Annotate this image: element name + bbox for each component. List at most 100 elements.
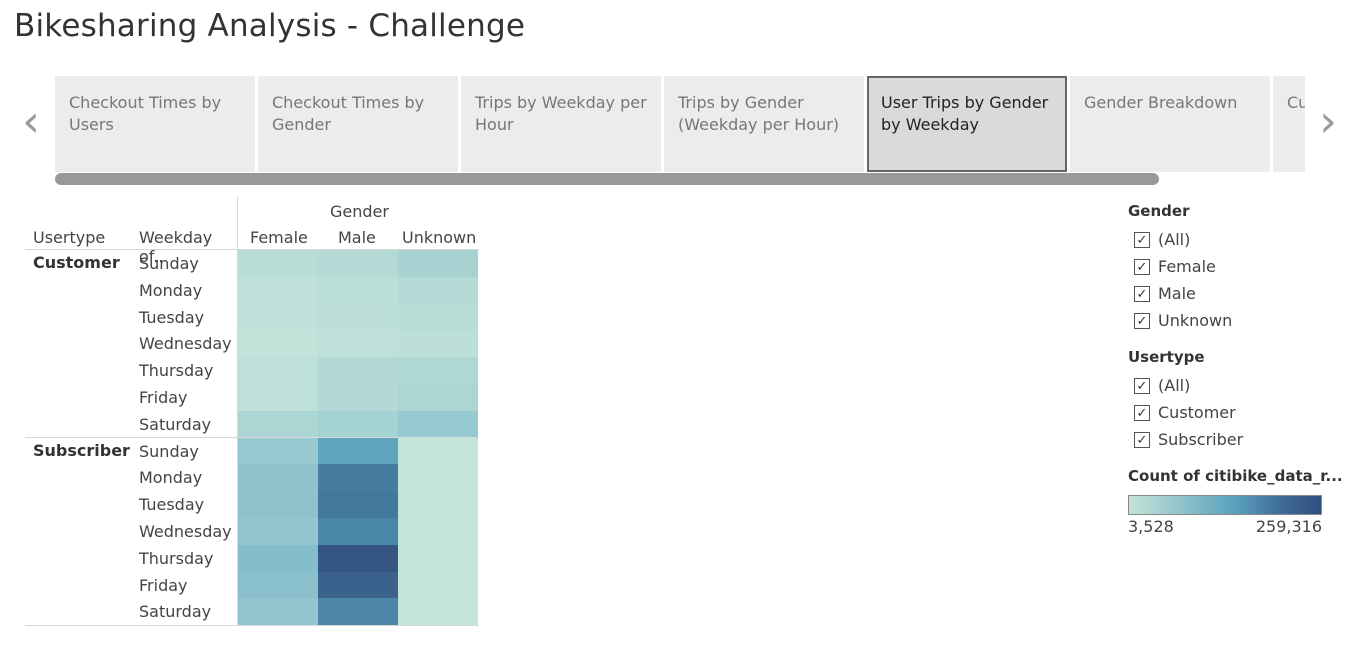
filter-option-label: Customer xyxy=(1158,403,1236,422)
legend-max-label: 259,316 xyxy=(1255,517,1322,536)
heatmap-cell[interactable] xyxy=(398,303,478,331)
column-header-male: Male xyxy=(338,228,376,247)
usertype-filter-option[interactable]: ✓ (All) xyxy=(1128,372,1343,399)
heatmap-cell[interactable] xyxy=(398,357,478,385)
filter-option-label: (All) xyxy=(1158,376,1191,395)
checkbox-checked-icon[interactable]: ✓ xyxy=(1134,258,1150,275)
heatmap-cell[interactable] xyxy=(398,464,478,492)
heatmap-cell[interactable] xyxy=(238,598,318,626)
heatmap-cell[interactable] xyxy=(398,544,478,573)
navigator-scrollbar[interactable] xyxy=(55,173,1159,185)
heatmap-cell[interactable] xyxy=(398,276,478,305)
weekday-label: Saturday xyxy=(139,414,212,434)
table-bottom-border xyxy=(25,625,479,627)
heatmap-cell[interactable] xyxy=(318,598,398,626)
gender-filter-option[interactable]: ✓ Female xyxy=(1128,253,1343,280)
row-header-weekday: Weekday of.. xyxy=(139,228,213,266)
weekday-label: Thursday xyxy=(139,548,214,568)
story-tab[interactable]: Trips by Weekday per Hour xyxy=(461,76,661,172)
heatmap-cell[interactable] xyxy=(318,384,398,412)
heatmap-cell[interactable] xyxy=(318,250,398,278)
heatmap-cell[interactable] xyxy=(238,491,318,519)
story-tab[interactable]: User Trips by Gender by Weekday xyxy=(867,76,1067,172)
heatmap-cell[interactable] xyxy=(238,544,318,573)
gender-filter-title: Gender xyxy=(1128,202,1190,220)
weekday-label: Saturday xyxy=(139,602,212,622)
filter-option-label: Male xyxy=(1158,284,1196,303)
filters-panel: Gender ✓ (All) ✓ Female ✓ Male ✓ Unknown Userty… xyxy=(1128,202,1343,536)
heatmap-cell[interactable] xyxy=(238,571,318,599)
heatmap-cell[interactable] xyxy=(238,410,318,439)
gender-filter-option[interactable]: ✓ Unknown xyxy=(1128,307,1343,334)
heatmap-cell[interactable] xyxy=(238,303,318,331)
heatmap-cell[interactable] xyxy=(238,384,318,412)
weekday-label: Friday xyxy=(139,575,188,595)
story-tab[interactable]: Checkout Times by Users xyxy=(55,76,255,172)
weekday-label: Sunday xyxy=(139,254,199,273)
heatmap-cell[interactable] xyxy=(238,357,318,385)
story-tab[interactable]: Checkout Times by Gender xyxy=(258,76,458,172)
heatmap-cell[interactable] xyxy=(318,491,398,519)
heatmap-cell[interactable] xyxy=(398,571,478,599)
gender-filter-option[interactable]: ✓ Male xyxy=(1128,280,1343,307)
weekday-label: Monday xyxy=(139,280,203,300)
heatmap-cell[interactable] xyxy=(398,491,478,519)
checkbox-checked-icon[interactable]: ✓ xyxy=(1134,404,1150,421)
checkbox-checked-icon[interactable]: ✓ xyxy=(1134,431,1150,448)
divider xyxy=(237,196,238,624)
heatmap-cell[interactable] xyxy=(318,276,398,305)
heatmap-cell[interactable] xyxy=(398,437,478,465)
group-divider xyxy=(25,249,479,250)
story-tab[interactable]: Gender Breakdown xyxy=(1070,76,1270,172)
weekday-label: Friday xyxy=(139,388,188,407)
heatmap-cell[interactable] xyxy=(318,330,398,358)
story-tab[interactable]: Trips by Gender (Weekday per Hour) xyxy=(664,76,864,172)
checkbox-checked-icon[interactable]: ✓ xyxy=(1134,285,1150,302)
heatmap-cell[interactable] xyxy=(398,330,478,358)
filter-option-label: Female xyxy=(1158,257,1216,276)
usertype-filter-title: Usertype xyxy=(1128,348,1205,366)
checkbox-checked-icon[interactable]: ✓ xyxy=(1134,231,1150,248)
heatmap-cell[interactable] xyxy=(318,437,398,465)
heatmap-cell[interactable] xyxy=(318,518,398,546)
weekday-label: Thursday xyxy=(139,361,214,381)
story-tab[interactable]: Cu xyxy=(1273,76,1305,172)
weekday-label: Wednesday xyxy=(139,334,232,354)
heatmap-cell[interactable] xyxy=(238,464,318,492)
heatmap-cell[interactable] xyxy=(238,518,318,546)
heatmap-cell[interactable] xyxy=(318,544,398,573)
heatmap-cell[interactable] xyxy=(318,357,398,385)
filter-option-label: (All) xyxy=(1158,230,1191,249)
weekday-label: Sunday xyxy=(139,441,199,461)
gender-filter-option[interactable]: ✓ (All) xyxy=(1128,226,1343,253)
heatmap-cell[interactable] xyxy=(398,250,478,278)
heatmap-cell[interactable] xyxy=(238,276,318,305)
heatmap-cell[interactable] xyxy=(238,437,318,465)
checkbox-checked-icon[interactable]: ✓ xyxy=(1134,312,1150,329)
legend-min-label: 3,528 xyxy=(1128,517,1174,536)
chevron-right-icon[interactable]: › xyxy=(1319,96,1337,147)
heatmap-cell[interactable] xyxy=(238,250,318,278)
heatmap-cell[interactable] xyxy=(398,410,478,439)
weekday-label: Tuesday xyxy=(139,307,205,327)
weekday-label: Wednesday xyxy=(139,522,232,541)
color-legend-bar xyxy=(1128,495,1322,515)
heatmap-cell[interactable] xyxy=(318,410,398,439)
heatmap-cell[interactable] xyxy=(318,464,398,492)
heatmap-cell[interactable] xyxy=(398,518,478,546)
dashboard-title: Bikesharing Analysis - Challenge xyxy=(14,8,526,44)
checkbox-checked-icon[interactable]: ✓ xyxy=(1134,377,1150,394)
group-divider xyxy=(25,436,479,438)
heatmap-cell[interactable] xyxy=(318,571,398,599)
heatmap-cell[interactable] xyxy=(398,598,478,626)
weekday-label: Monday xyxy=(139,468,203,488)
color-legend-title: Count of citibike_data_r... xyxy=(1128,467,1343,485)
heatmap-cell[interactable] xyxy=(238,330,318,358)
usertype-filter-option[interactable]: ✓ Subscriber xyxy=(1128,426,1343,453)
row-header-usertype: Usertype xyxy=(33,228,106,247)
filter-option-label: Unknown xyxy=(1158,311,1233,330)
usertype-filter-option[interactable]: ✓ Customer xyxy=(1128,399,1343,426)
heatmap-cell[interactable] xyxy=(398,384,478,412)
chevron-left-icon[interactable]: ‹ xyxy=(22,96,40,147)
heatmap-cell[interactable] xyxy=(318,303,398,331)
